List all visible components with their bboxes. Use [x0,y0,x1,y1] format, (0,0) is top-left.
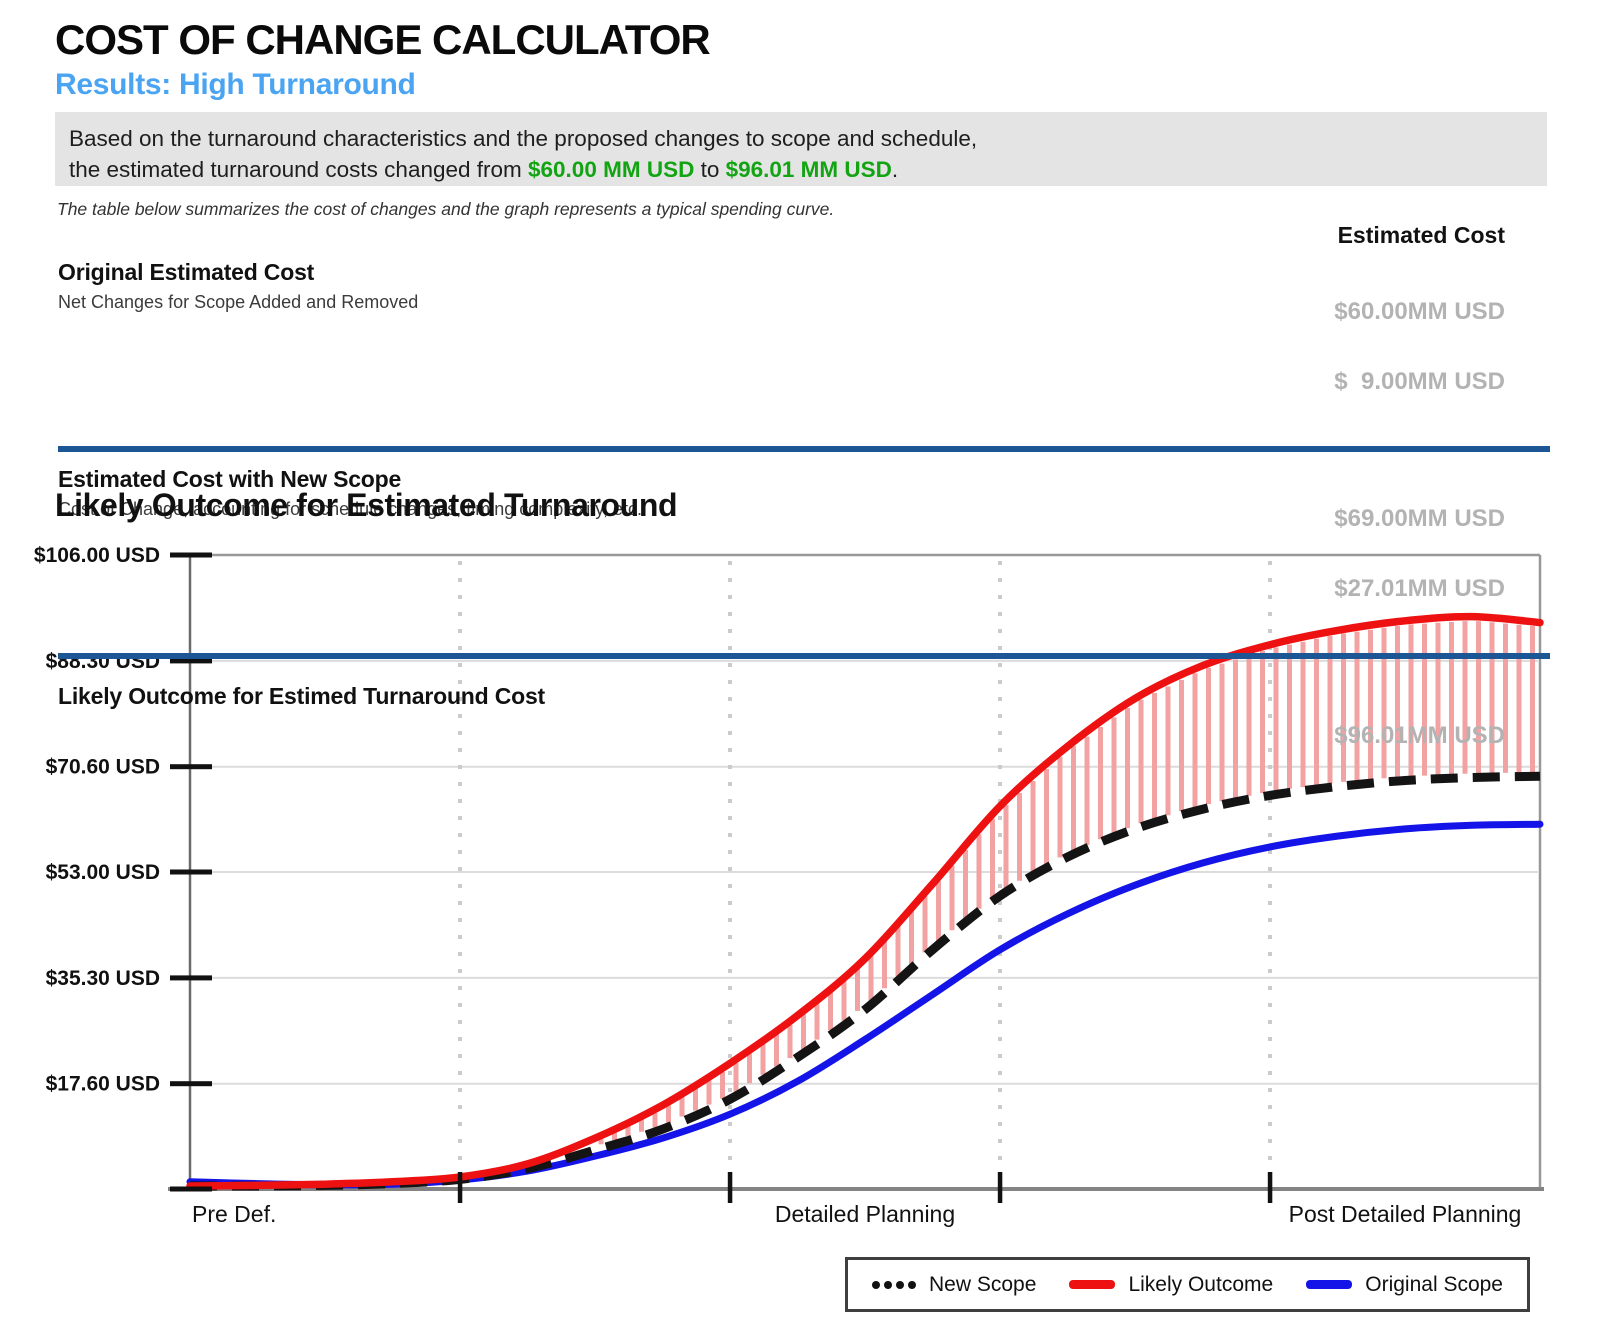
red-line-icon [1069,1280,1116,1289]
legend-item-original-scope: Original Scope [1306,1273,1503,1297]
series-new-scope [189,771,1541,1191]
table-divider [58,446,1550,452]
svg-text:Pre Def.: Pre Def. [192,1201,276,1227]
summary-line2-prefix: the estimated turnaround costs changed f… [69,157,529,182]
svg-text:$53.00 USD: $53.00 USD [46,861,160,884]
legend-item-new-scope: New Scope [872,1273,1036,1297]
summary-suffix: . [891,157,899,182]
svg-text:$35.30 USD: $35.30 USD [46,967,160,990]
row-subtitle: Cost of Change, accounting for schedule … [58,499,642,519]
row-title: Estimated Cost with New Scope [58,466,402,492]
summary-joiner: to [694,157,726,182]
legend-label: Likely Outcome [1128,1272,1274,1296]
row-title: Likely Outcome for Estimed Turnaround Co… [58,683,546,709]
legend-item-likely-outcome: Likely Outcome [1069,1273,1273,1297]
original-cost-value: $60.00 MM USD [528,157,695,182]
chart-legend: New Scope Likely Outcome Original Scope [845,1257,1530,1312]
svg-text:$17.60 USD: $17.60 USD [46,1073,160,1096]
table-note: The table below summarizes the cost of c… [57,199,835,219]
results-subtitle: Results: High Turnaround [55,68,416,101]
summary-line2: the estimated turnaround costs changed f… [69,154,1547,185]
dotted-line-icon [872,1280,916,1289]
estimated-cost-header: Estimated Cost [1337,222,1505,248]
legend-label: Original Scope [1365,1272,1503,1296]
svg-text:Detailed Planning: Detailed Planning [775,1201,955,1227]
page-title: COST OF CHANGE CALCULATOR [55,16,711,63]
table-row: Likely Outcome for Estimed Turnaround Co… [58,667,1550,797]
x-axis-ticks [457,1172,1273,1203]
table-divider [58,653,1550,659]
row-value: $69.00MM USD [1334,505,1505,532]
cost-table: Estimated Cost Original Estimated Cost N… [58,222,1550,797]
row-value: $27.01MM USD [1334,575,1505,602]
x-axis-labels: Pre Def. Detailed Planning Post Detailed P… [192,1201,1521,1227]
row-value: $96.01MM USD [1334,722,1505,749]
row-value: $ 9.00MM USD [1334,368,1505,395]
series-original-scope [186,820,1544,1189]
new-cost-value: $96.01 MM USD [725,157,892,182]
legend-label: New Scope [929,1272,1037,1296]
table-row: Original Estimated Cost Net Changes for … [58,253,1550,443]
row-subtitle: Net Changes for Scope Added and Removed [58,292,419,312]
blue-line-icon [1306,1280,1353,1289]
table-row: Estimated Cost with New Scope Cost of Ch… [58,460,1550,650]
chart-title: Likely Outcome for Estimated Turnaround [55,487,678,523]
svg-text:Post Detailed Planning: Post Detailed Planning [1289,1201,1522,1227]
row-title: Original Estimated Cost [58,259,315,285]
row-value: $60.00MM USD [1334,298,1505,325]
summary-box: Based on the turnaround characteristics … [55,112,1547,186]
summary-line1: Based on the turnaround characteristics … [69,126,978,151]
